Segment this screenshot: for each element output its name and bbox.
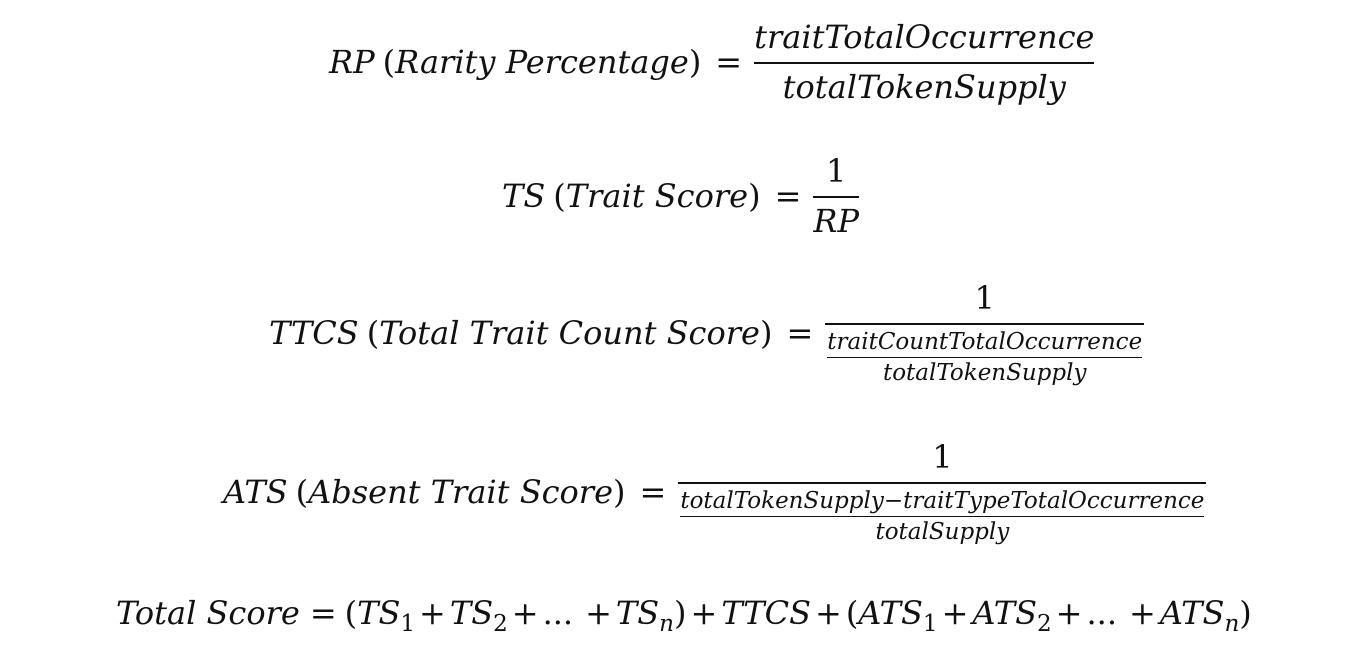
fraction-bar bbox=[754, 62, 1095, 64]
plus-sign: + bbox=[690, 594, 718, 632]
plus-sign: + bbox=[1055, 594, 1083, 632]
ts-denominator: RP bbox=[813, 202, 859, 240]
ats-fraction: 1 totalTokenSupply−traitTypeTotalOccurre… bbox=[678, 438, 1207, 545]
plus-sign: + bbox=[815, 594, 842, 632]
inner-fraction-bar bbox=[827, 357, 1143, 358]
rp-abbreviation: RP bbox=[329, 43, 375, 81]
fraction-bar bbox=[813, 196, 859, 198]
rp-denominator: totalTokenSupply bbox=[782, 68, 1066, 106]
rp-name: Rarity Percentage bbox=[395, 43, 689, 81]
total-score-label: Total Score bbox=[116, 594, 300, 632]
equals-sign: = bbox=[639, 472, 667, 511]
inner-fraction-bar bbox=[680, 516, 1205, 517]
ats-term-1: ATS1 bbox=[858, 594, 938, 637]
plus-sign: + bbox=[511, 594, 539, 632]
plus-sign: + bbox=[419, 594, 446, 632]
rp-numerator: traitTotalOccurrence bbox=[754, 18, 1095, 56]
ts-term-n: TSn bbox=[615, 594, 675, 637]
ttcs-name: Total Trait Count Score bbox=[379, 313, 760, 352]
ts-name: Trait Score bbox=[565, 177, 749, 215]
plus-sign: + bbox=[1129, 594, 1156, 632]
ttcs-inner-fraction: traitCountTotalOccurrence totalTokenSupp… bbox=[825, 329, 1144, 386]
trait-score-equation: TS (Trait Score) = 1 RP bbox=[502, 152, 859, 240]
equals-sign: = bbox=[309, 594, 337, 632]
ats-abbreviation: ATS bbox=[223, 472, 288, 511]
ts-abbreviation: TS bbox=[502, 177, 546, 215]
ats-inner-numerator: totalTokenSupply−traitTypeTotalOccurrenc… bbox=[680, 488, 1205, 514]
ttcs-term: TTCS bbox=[721, 594, 811, 632]
ats-inner-denominator: totalSupply bbox=[875, 519, 1010, 545]
equals-sign: = bbox=[774, 177, 802, 215]
ats-term-n: ATSn bbox=[1159, 594, 1240, 637]
ts-numerator: 1 bbox=[826, 152, 847, 190]
equals-sign: = bbox=[715, 43, 743, 81]
ats-numerator: 1 bbox=[932, 438, 953, 476]
fraction-bar bbox=[825, 323, 1145, 325]
ts-term-2: TS2 bbox=[449, 594, 508, 637]
plus-sign: + bbox=[585, 594, 612, 632]
total-score-equation: Total Score = (TS1 + TS2 + ... + TSn) + … bbox=[116, 594, 1252, 637]
plus-sign: + bbox=[941, 594, 969, 632]
fraction-bar bbox=[678, 482, 1207, 484]
total-trait-count-score-equation: TTCS (Total Trait Count Score) = 1 trait… bbox=[269, 279, 1145, 386]
ttcs-fraction: 1 traitCountTotalOccurrence totalTokenSu… bbox=[825, 279, 1145, 386]
ats-name: Absent Trait Score bbox=[308, 472, 614, 511]
ts-fraction: 1 RP bbox=[813, 152, 859, 240]
ts-term-1: TS1 bbox=[357, 594, 416, 637]
ttcs-abbreviation: TTCS bbox=[269, 313, 359, 352]
rp-fraction: traitTotalOccurrence totalTokenSupply bbox=[754, 18, 1095, 106]
ats-inner-fraction: totalTokenSupply−traitTypeTotalOccurrenc… bbox=[678, 488, 1206, 545]
ellipsis: ... bbox=[542, 594, 574, 632]
ellipsis: ... bbox=[1086, 594, 1117, 632]
ttcs-inner-numerator: traitCountTotalOccurrence bbox=[827, 329, 1143, 355]
ats-term-2: ATS2 bbox=[972, 594, 1052, 637]
absent-trait-score-equation: ATS (Absent Trait Score) = 1 totalTokenS… bbox=[223, 438, 1207, 545]
ttcs-inner-denominator: totalTokenSupply bbox=[882, 360, 1087, 386]
rarity-percentage-equation: RP (Rarity Percentage) = traitTotalOccur… bbox=[329, 18, 1095, 106]
equals-sign: = bbox=[786, 313, 814, 352]
ttcs-numerator: 1 bbox=[974, 279, 995, 317]
